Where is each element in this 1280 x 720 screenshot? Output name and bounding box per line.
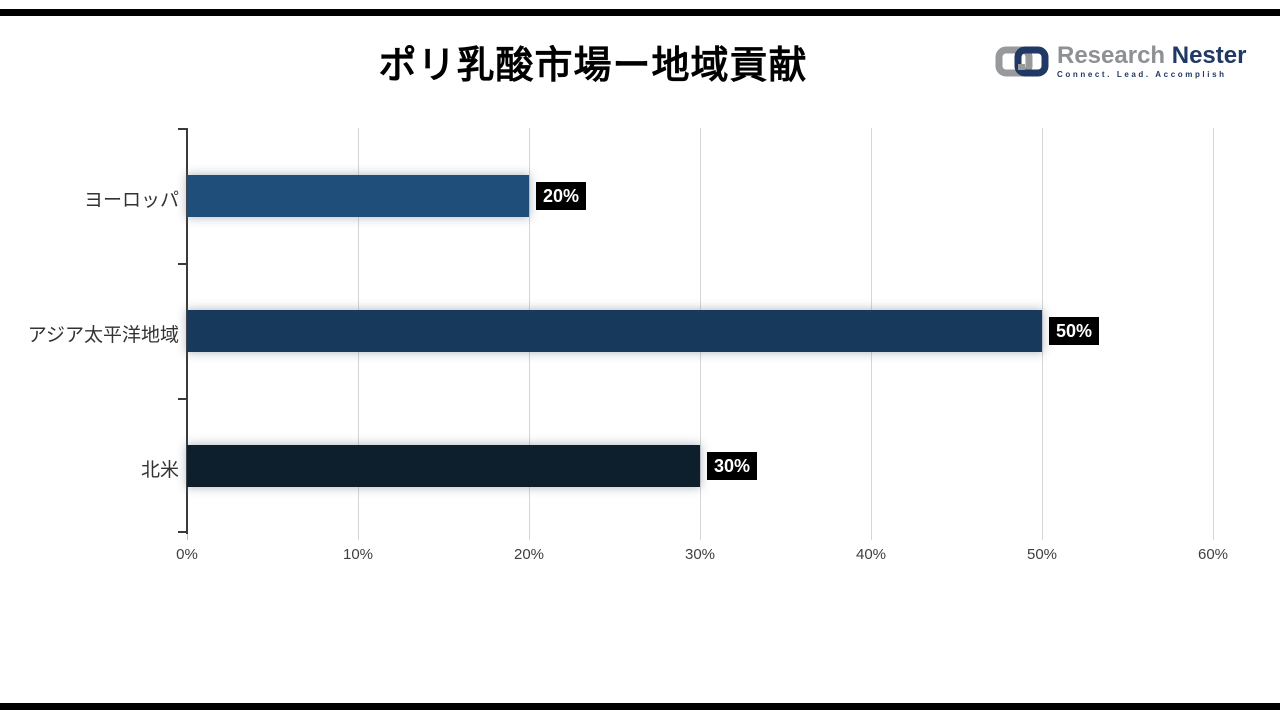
logo-text: Research Nester Connect. Lead. Accomplis… [1057, 41, 1247, 79]
data-label-ヨーロッパ: 20% [536, 181, 587, 210]
logo-name: Research Nester [1057, 41, 1247, 69]
data-label-アジア太平洋地域: 50% [1049, 316, 1100, 345]
x-axis-label-40: 40% [855, 546, 887, 563]
logo-name-secondary: Nester [1171, 41, 1247, 69]
y-axis-tick [178, 128, 187, 130]
chain-link-logo-icon [995, 46, 1049, 77]
gridline-50 [1042, 128, 1043, 540]
bar-北米 [187, 444, 700, 487]
x-axis-label-10: 10% [342, 546, 374, 563]
research-nester-logo: Research Nester Connect. Lead. Accomplis… [993, 40, 1246, 82]
chart-title: ポリ乳酸市場ー地域貢献 [378, 45, 808, 87]
gridline-60 [1213, 128, 1214, 540]
category-label-ヨーロッパ: ヨーロッパ [83, 189, 179, 211]
bottom-border-rule [0, 703, 1280, 710]
top-border-rule [0, 9, 1280, 16]
x-axis-label-60: 60% [1197, 546, 1229, 563]
y-axis-tick [178, 263, 187, 265]
logo-name-primary: Research [1057, 41, 1166, 69]
bar-chart-plot-area: 20% 50% 30% [178, 128, 1214, 540]
x-axis-label-50: 50% [1026, 546, 1058, 563]
x-axis-label-20: 20% [513, 546, 545, 563]
x-axis-label-0: 0% [176, 546, 198, 563]
category-label-アジア太平洋地域: アジア太平洋地域 [27, 324, 179, 346]
x-tick-mark-0 [187, 533, 188, 540]
logo-tagline: Connect. Lead. Accomplish [1057, 69, 1227, 79]
y-axis-tick [178, 398, 187, 400]
bar-アジア太平洋地域 [187, 309, 1042, 352]
x-axis-label-30: 30% [684, 546, 716, 563]
category-label-北米: 北米 [140, 459, 179, 481]
data-label-北米: 30% [707, 451, 758, 480]
y-axis-tick [178, 531, 187, 533]
bar-ヨーロッパ [187, 174, 529, 217]
